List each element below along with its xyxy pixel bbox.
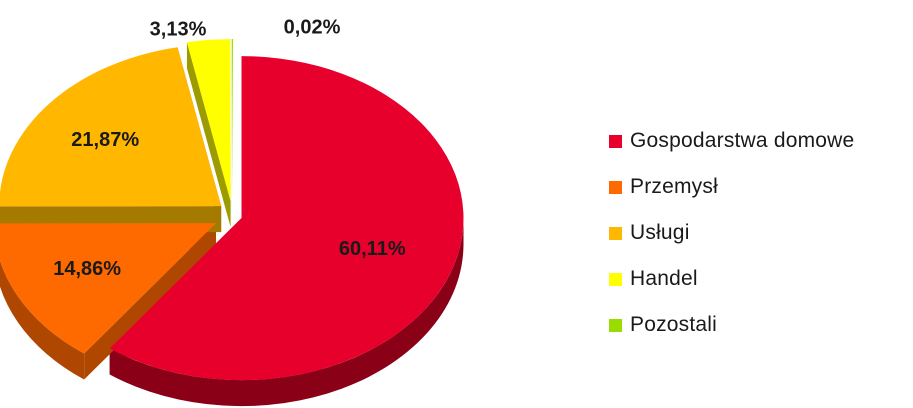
legend-swatch — [609, 180, 622, 194]
pie-data-label-3: 3,13% — [150, 18, 207, 40]
legend-item-handel: Handel — [609, 256, 854, 302]
legend-item-uslugi: Usługi — [609, 210, 854, 256]
legend-swatch — [609, 318, 622, 332]
legend-item-gospodarstwa-domowe: Gospodarstwa domowe — [609, 118, 854, 164]
pie-slice-edge-1-0 — [84, 223, 216, 380]
pie-slice-0 — [109, 56, 464, 381]
pie-data-label-0: 60,11% — [339, 238, 406, 260]
legend: Gospodarstwa domowe Przemysł Usługi Hand… — [609, 118, 854, 348]
pie-slice-2 — [0, 47, 222, 207]
legend-swatch — [609, 272, 622, 286]
pie-data-label-4: 0,02% — [284, 16, 341, 38]
pie-slice-side-1 — [0, 260, 85, 380]
legend-swatch — [609, 134, 622, 148]
pie-slice-side-0 — [109, 218, 464, 407]
pie-data-label-2: 21,87% — [71, 129, 139, 151]
legend-item-pozostali: Pozostali — [609, 302, 854, 348]
legend-item-przemysl: Przemysł — [609, 164, 854, 210]
pie-slice-1 — [0, 223, 216, 354]
legend-label: Gospodarstwa domowe — [630, 129, 855, 152]
pie-slice-edge-3-0 — [186, 42, 231, 228]
legend-swatch — [609, 226, 622, 240]
legend-label: Przemysł — [630, 175, 718, 198]
pie-data-label-1: 14,86% — [53, 258, 121, 280]
pie-label-layer: 60,11% 14,86% 21,87% 3,13% 0,02% — [53, 16, 406, 280]
pie-slice-4 — [231, 39, 233, 202]
pie-slice-3 — [186, 39, 231, 202]
legend-label: Handel — [630, 267, 698, 290]
legend-label: Pozostali — [630, 313, 718, 336]
legend-label: Usługi — [630, 221, 690, 244]
pie-chart-plot: 60,11% 14,86% 21,87% 3,13% 0,02% — [0, 16, 464, 407]
pie-top-layer — [0, 39, 464, 381]
